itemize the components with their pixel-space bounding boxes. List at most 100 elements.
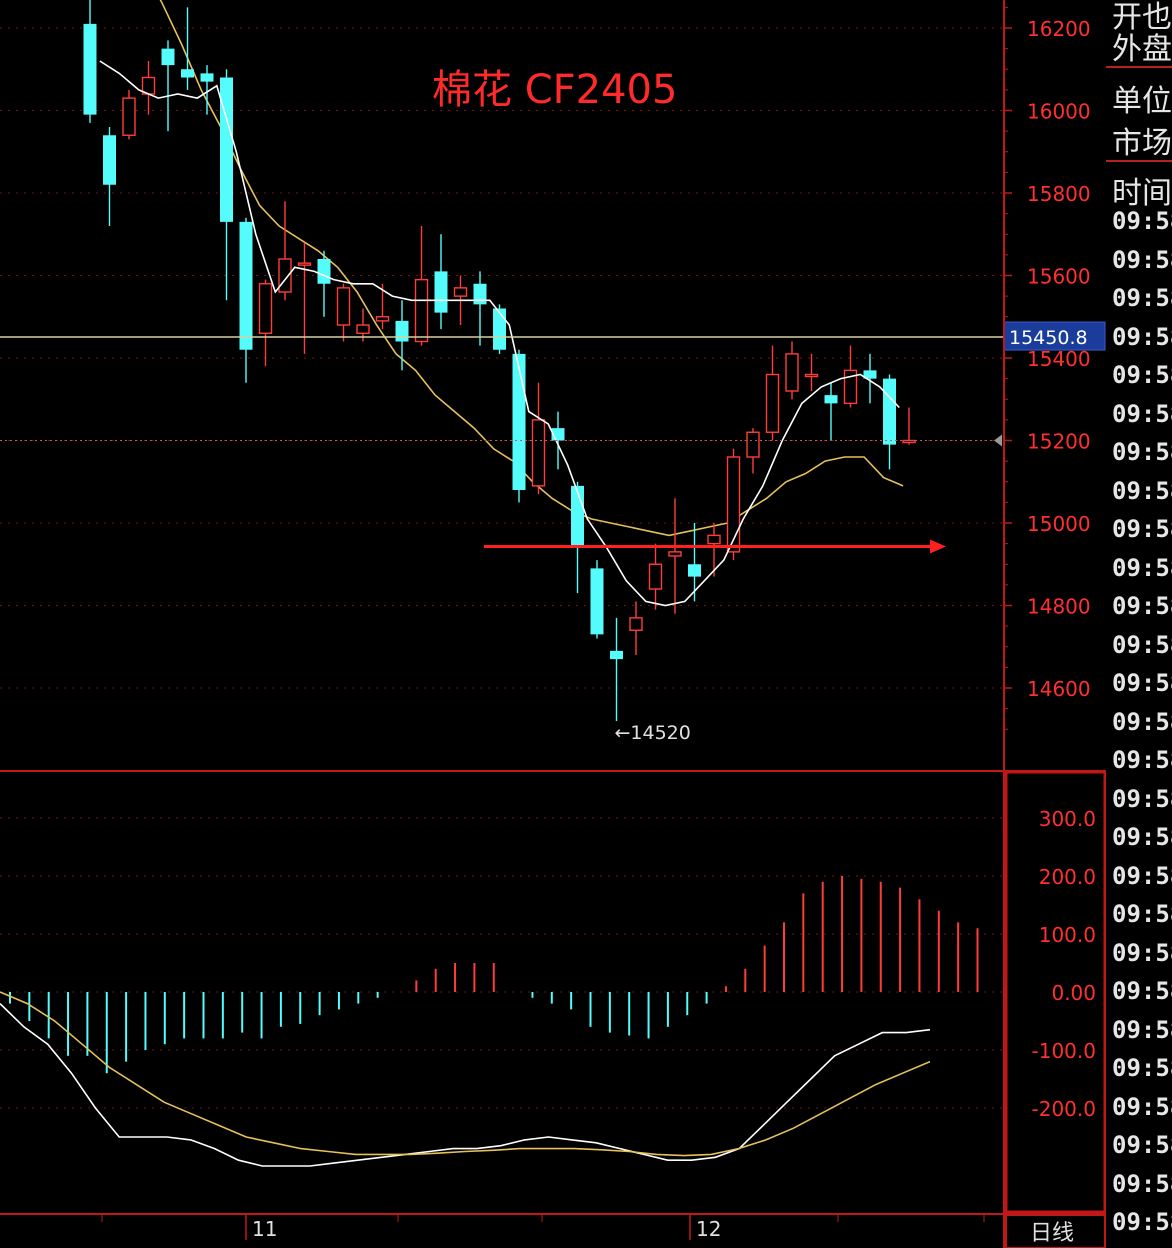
- ma-fast-path: [99, 60, 900, 607]
- candle-down: [512, 349, 526, 503]
- candle-down: [83, 0, 97, 123]
- candle-up: [902, 407, 916, 445]
- candle-body: [707, 534, 721, 545]
- candle-body: [453, 287, 468, 297]
- candle-up: [141, 61, 156, 115]
- trade-time: 09:58: [1112, 900, 1172, 928]
- candle-down: [883, 374, 896, 470]
- candle-up: [726, 448, 741, 561]
- trade-time: 09:58: [1112, 861, 1172, 890]
- trade-time: 09:58: [1112, 361, 1172, 389]
- candle-down: [161, 40, 175, 132]
- macd-axis-frame: [1004, 770, 1106, 1214]
- candle-down: [181, 7, 194, 90]
- trade-time: 09:58: [1112, 245, 1172, 274]
- trade-time: 09:58: [1112, 1131, 1172, 1159]
- side-panel-label: 市场: [1112, 126, 1172, 161]
- candle-down: [239, 217, 253, 383]
- candle-body: [414, 278, 429, 343]
- macd-dif-line: [0, 1003, 931, 1167]
- trade-time: 09:58: [1112, 977, 1172, 1005]
- candle-body: [726, 456, 741, 553]
- macd-axis: 300.0 200.0 100.0 0.00 -100.0 -200.0: [1032, 807, 1096, 1121]
- candle-body: [668, 551, 682, 557]
- trade-time: 09:58: [1112, 938, 1172, 967]
- trade-time: 09:58: [1112, 1092, 1172, 1121]
- candle-body: [258, 283, 273, 334]
- candle-body: [181, 69, 194, 78]
- trade-time: 09:58: [1112, 515, 1172, 543]
- trade-time: 09:58: [1112, 207, 1172, 235]
- candle-body: [103, 135, 116, 185]
- candle-body: [161, 48, 175, 66]
- trade-time: 09:58: [1112, 823, 1172, 851]
- candle-up: [258, 279, 273, 367]
- candlesticks: [83, 0, 916, 721]
- trade-time: 09:58: [1112, 1015, 1172, 1044]
- candle-body: [902, 439, 916, 444]
- trade-time: 09:58: [1112, 322, 1172, 351]
- quote-side-panel: 开也外盘单位市场时间09:5809:5809:5809:5809:5809:58…: [1106, 0, 1172, 1248]
- trade-time: 09:58: [1112, 399, 1172, 428]
- price-tick-label: 14800: [1027, 595, 1091, 619]
- chart-title: 棉花 CF2405: [432, 67, 677, 113]
- candle-up: [414, 226, 429, 346]
- price-tick-label: 15800: [1027, 182, 1091, 206]
- candle-up: [804, 353, 819, 391]
- trade-time: 09:58: [1112, 438, 1172, 466]
- candle-body: [629, 617, 643, 631]
- price-tick-label: 15000: [1027, 512, 1091, 536]
- candle-up: [629, 601, 643, 655]
- trade-time: 09:58: [1112, 707, 1172, 736]
- ma-slow-path: [159, 0, 904, 537]
- candle-up: [746, 428, 760, 474]
- period-button[interactable]: 日线: [1005, 1214, 1106, 1248]
- side-panel-label: 时间: [1112, 176, 1172, 211]
- candle-down: [590, 560, 604, 639]
- candle-body: [824, 395, 838, 404]
- candle-body: [336, 287, 351, 326]
- price-tick-label: 15600: [1027, 265, 1091, 289]
- candle-body: [843, 369, 858, 405]
- candle-body: [395, 320, 409, 342]
- side-panel-label: 开也: [1112, 0, 1172, 35]
- candle-body: [122, 97, 136, 136]
- candle-up: [531, 382, 546, 495]
- candle-up: [122, 89, 136, 140]
- date-tick-label: 11: [252, 1217, 277, 1241]
- macd-histogram: [9, 876, 979, 1074]
- candle-body: [804, 373, 819, 378]
- candle-down: [434, 234, 448, 330]
- candle-body: [317, 259, 331, 284]
- candle-up: [668, 498, 682, 614]
- price-tick-label: 15400: [1027, 347, 1091, 371]
- price-tick-label: 16000: [1027, 100, 1091, 124]
- candle-body: [531, 419, 546, 487]
- macd-lines: [0, 991, 931, 1167]
- macd-tick-label: -100.0: [1032, 1039, 1096, 1063]
- current-price-box[interactable]: 15450.8: [1003, 321, 1106, 351]
- side-panel-label: 单位: [1112, 84, 1172, 119]
- trade-time: 09:58: [1112, 784, 1172, 813]
- candle-down: [473, 271, 487, 346]
- candle-body: [512, 353, 526, 490]
- trade-time: 09:58: [1112, 592, 1172, 620]
- chart-background: [0, 0, 1106, 1248]
- macd-dea-line: [0, 991, 931, 1157]
- current-price-label: 15450.8: [1009, 327, 1088, 349]
- candle-body: [765, 373, 780, 433]
- candle-body: [493, 308, 506, 350]
- candle-body: [883, 378, 896, 445]
- trade-time: 09:58: [1112, 1169, 1172, 1198]
- kline-chart: 16200 16000 15800 15600 15400 15200 15000 14800…: [0, 0, 1106, 1248]
- trade-time: 09:58: [1112, 284, 1172, 312]
- candle-up: [297, 242, 312, 354]
- trade-time: 09:58: [1112, 1208, 1172, 1236]
- candle-up: [707, 523, 721, 577]
- candle-body: [688, 564, 701, 577]
- macd-tick-label: 200.0: [1039, 865, 1096, 889]
- macd-tick-label: -200.0: [1032, 1097, 1096, 1121]
- candle-down: [200, 65, 214, 115]
- candle-up: [336, 283, 351, 342]
- candle-up: [375, 283, 390, 330]
